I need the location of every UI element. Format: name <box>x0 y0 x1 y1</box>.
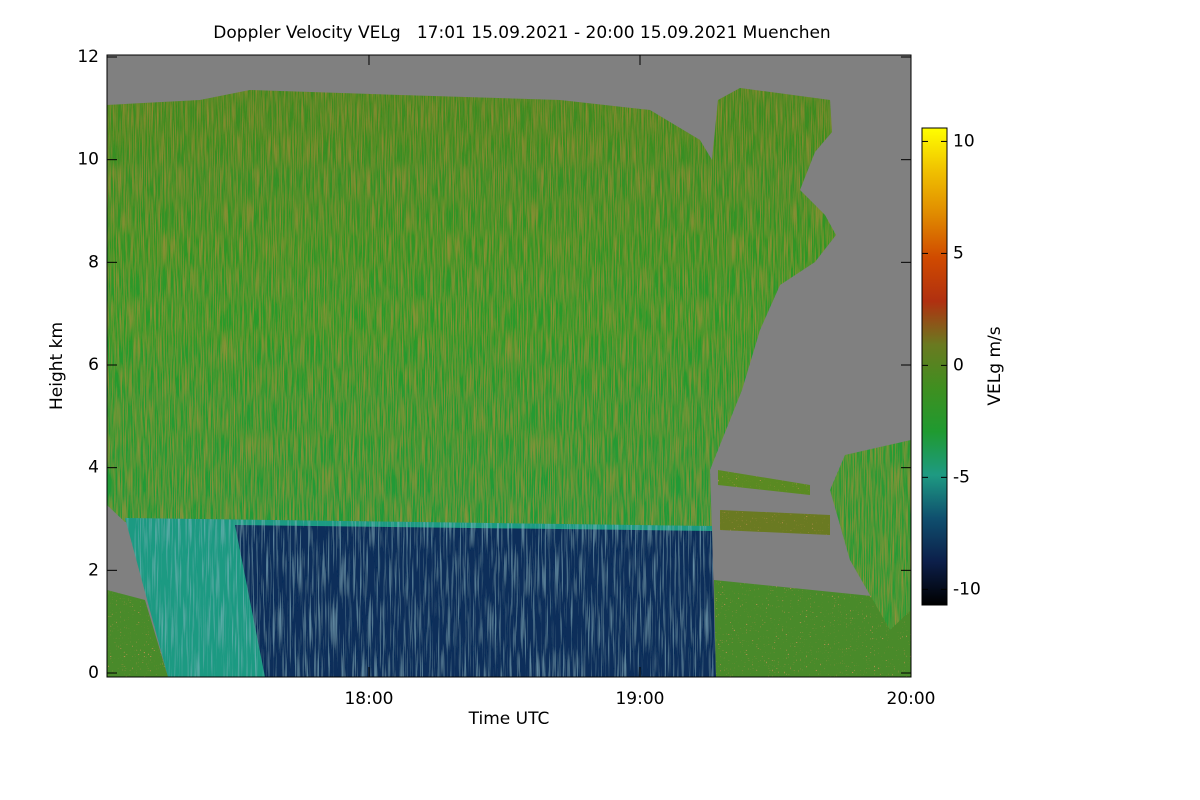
colorbar-tick-label: 0 <box>953 355 964 375</box>
colorbar-tick-label: -10 <box>953 579 981 599</box>
colorbar-tick-label: 5 <box>953 243 964 263</box>
y-tick-label: 2 <box>88 560 99 580</box>
radar-field <box>107 88 911 677</box>
colorbar <box>921 127 948 606</box>
y-tick-label: 4 <box>88 458 99 478</box>
chart-title: Doppler Velocity VELg 17:01 15.09.2021 -… <box>213 23 830 43</box>
y-tick-label: 6 <box>88 355 99 375</box>
x-axis-label: Time UTC <box>468 709 550 729</box>
low-noise <box>107 590 168 677</box>
y-axis-label: Height km <box>47 322 67 410</box>
y-tick-label: 10 <box>77 150 99 170</box>
layer-streak <box>720 510 830 535</box>
x-tick-label: 19:00 <box>615 689 664 709</box>
colorbar-tick-label: 10 <box>953 131 975 151</box>
cloud-region <box>107 88 836 535</box>
y-tick-label: 8 <box>88 252 99 272</box>
x-tick-label: 18:00 <box>344 689 393 709</box>
y-tick-label: 12 <box>77 47 99 67</box>
plot-frame <box>106 54 912 678</box>
rain-core <box>235 525 716 677</box>
low-noise <box>714 580 911 677</box>
y-tick-label: 0 <box>88 663 99 683</box>
colorbar-tick-label: -5 <box>953 467 970 487</box>
layer-streak <box>830 440 911 630</box>
colorbar-label: VELg m/s <box>985 326 1005 405</box>
layer-streak <box>718 470 810 495</box>
x-tick-label: 20:00 <box>887 689 936 709</box>
